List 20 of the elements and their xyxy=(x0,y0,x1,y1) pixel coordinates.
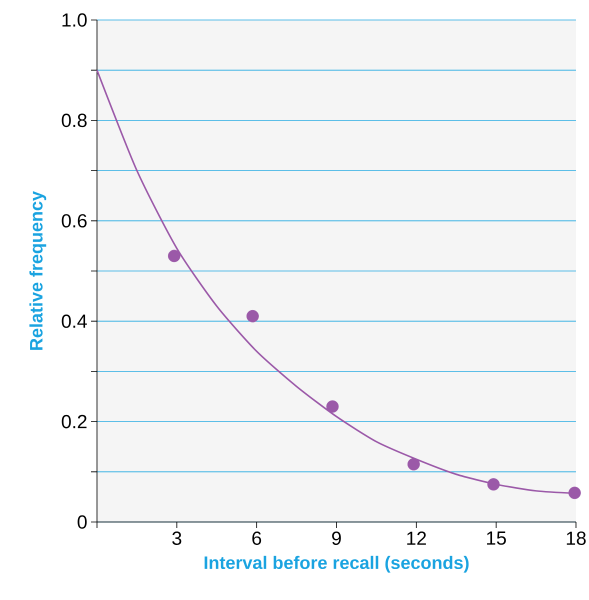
point xyxy=(246,310,259,322)
y-tick-label: 1.0 xyxy=(62,13,87,27)
y-tick-label: 0.6 xyxy=(62,214,87,228)
point xyxy=(487,478,500,491)
x-tick-label: 12 xyxy=(407,532,426,545)
y-tick-label: 0.8 xyxy=(62,114,87,128)
point xyxy=(407,458,420,470)
x-tick-label: 3 xyxy=(172,532,182,545)
x-tick-label: 9 xyxy=(332,532,341,545)
point xyxy=(326,400,339,413)
y-tick-label: 0.2 xyxy=(62,414,87,428)
x-tick-label: 6 xyxy=(252,532,262,545)
point xyxy=(568,486,581,500)
y-axis-title: Relative frequency xyxy=(29,191,46,350)
x-tick-label: 18 xyxy=(566,532,586,545)
x-tick-label: 15 xyxy=(487,532,506,545)
x-axis-title: Interval before recall (seconds) xyxy=(204,556,469,573)
y-tick-label: 0.4 xyxy=(62,314,87,328)
point xyxy=(168,250,180,262)
y-tick-label: 0 xyxy=(78,515,87,529)
